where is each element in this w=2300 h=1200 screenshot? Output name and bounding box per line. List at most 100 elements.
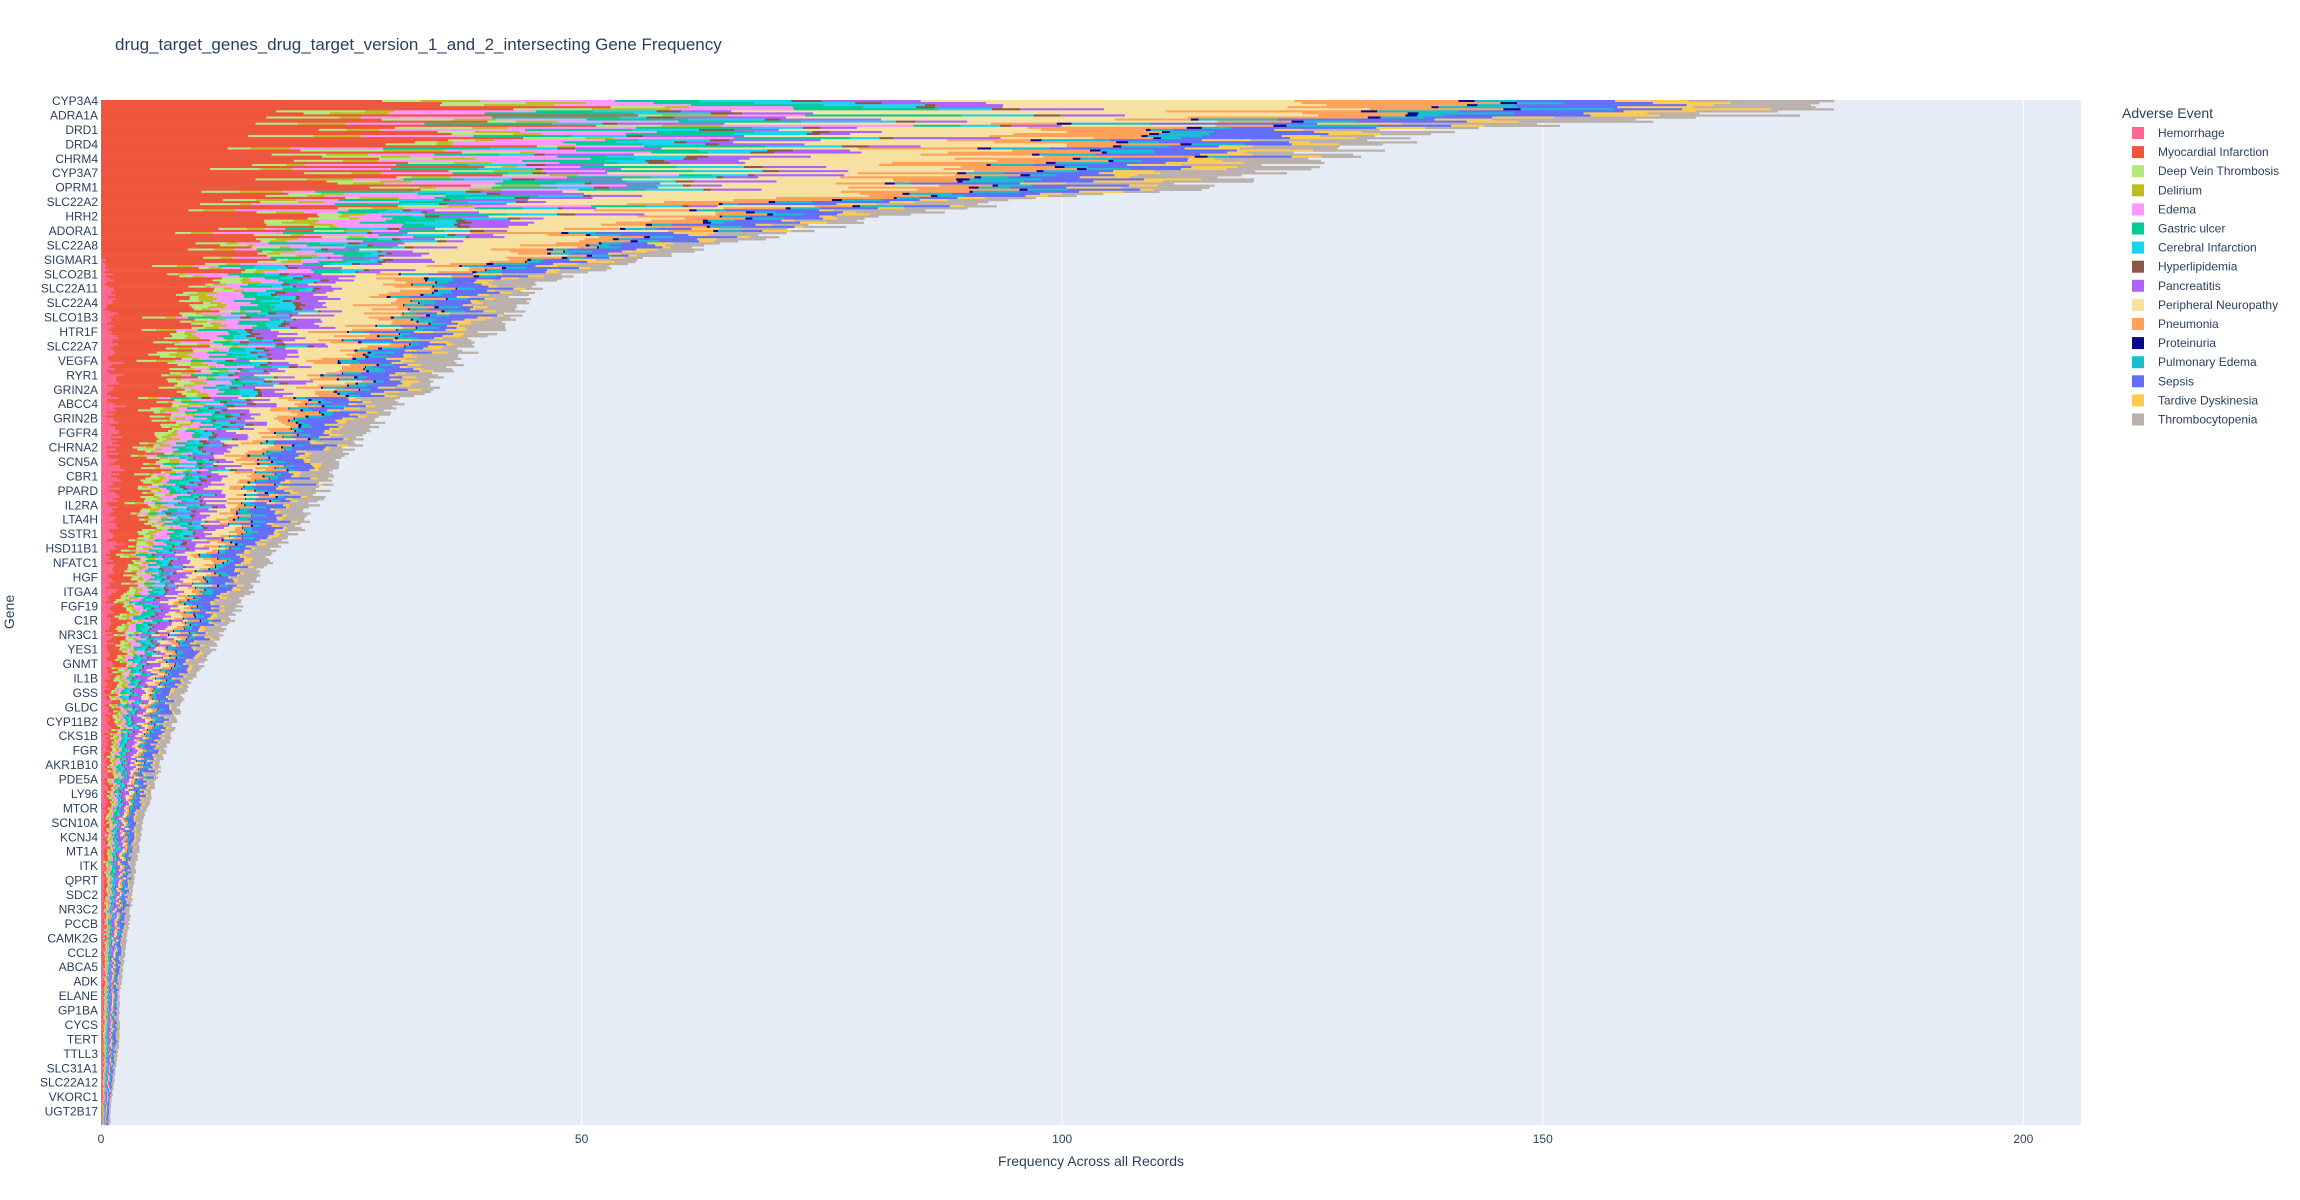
bar-segment <box>124 687 128 691</box>
bar-segment <box>207 617 214 620</box>
bar-segment <box>140 660 142 664</box>
bar-segment <box>117 731 121 734</box>
bar-segment <box>1161 130 1170 134</box>
bar-segment <box>119 660 123 664</box>
bar-segment <box>120 679 125 682</box>
bar-segment <box>158 683 160 686</box>
bar-segment <box>225 495 260 499</box>
bar-segment <box>274 502 309 505</box>
bar-segment <box>273 417 294 420</box>
bar-segment <box>126 747 128 750</box>
bar-segment <box>273 491 291 495</box>
bar-segment <box>136 712 144 715</box>
bar-segment <box>142 646 148 649</box>
bar-segment <box>191 231 214 235</box>
bar-segment <box>348 399 362 402</box>
bar-segment <box>879 137 893 140</box>
bar-segment <box>239 388 254 391</box>
bar-segment <box>101 619 110 622</box>
bar-segment <box>620 227 626 231</box>
bar-segment <box>214 432 237 435</box>
bar-segment <box>330 262 352 266</box>
bar-segment <box>206 502 227 505</box>
bar-segment <box>143 702 149 705</box>
bar-segment <box>101 190 202 194</box>
bar-segment <box>1188 157 1215 161</box>
bar-segment <box>255 479 268 482</box>
bar-segment <box>190 421 194 424</box>
bar-segment <box>242 384 245 387</box>
bar-segment <box>345 196 360 200</box>
bar-segment <box>101 522 117 526</box>
bar-segment <box>151 693 156 697</box>
bar-segment <box>101 219 264 222</box>
bar-segment <box>155 658 162 662</box>
bar-segment <box>311 399 324 402</box>
bar-segment <box>292 168 391 171</box>
bar-segment <box>342 368 364 371</box>
bar-segment <box>116 691 121 695</box>
bar-segment <box>282 514 287 517</box>
bar-segment <box>192 555 200 559</box>
bar-segment <box>239 190 283 194</box>
bar-segment <box>213 462 242 466</box>
bar-segment <box>101 337 119 340</box>
bar-segment <box>152 710 157 713</box>
bar-segment <box>394 110 536 113</box>
bar-segment <box>145 648 148 651</box>
bar-segment <box>814 205 853 208</box>
bar-segment <box>119 495 141 499</box>
bar-segment <box>248 277 265 280</box>
bar-segment <box>892 137 1001 140</box>
bar-segment <box>247 438 296 441</box>
bar-segment <box>439 215 489 218</box>
bar-segment <box>407 366 447 369</box>
bar-segment <box>1356 120 1467 123</box>
bar-segment <box>113 570 125 573</box>
bar-segment <box>189 481 195 484</box>
bar-segment <box>159 634 168 637</box>
bar-segment <box>101 460 115 464</box>
bar-segment <box>354 279 395 282</box>
bar-segment <box>333 223 403 227</box>
bar-segment <box>101 673 112 676</box>
bar-segment <box>311 409 328 412</box>
bar-segment <box>257 260 282 264</box>
bar-segment <box>423 304 463 307</box>
bar-segment <box>162 547 175 550</box>
bar-segment <box>212 359 226 363</box>
bar-segment <box>1317 122 1401 125</box>
bar-segment <box>149 687 154 691</box>
bar-segment <box>138 638 147 641</box>
bar-segment <box>1045 161 1056 165</box>
bar-segment <box>113 287 215 290</box>
bar-segment <box>203 458 209 462</box>
bar-segment <box>168 479 189 482</box>
bar-segment <box>723 207 786 210</box>
bar-segment <box>149 570 162 573</box>
bar-segment <box>967 120 1218 123</box>
bar-segment <box>112 751 115 754</box>
bar-segment <box>474 207 524 210</box>
bar-segment <box>461 335 488 338</box>
bar-segment <box>141 724 149 728</box>
bar-segment <box>261 442 273 445</box>
bar-segment <box>354 390 385 394</box>
bar-segment <box>1000 124 1012 128</box>
bar-segment <box>1380 116 1425 119</box>
bar-segment <box>419 343 447 346</box>
bar-segment <box>536 145 558 148</box>
bar-segment <box>112 498 146 501</box>
bar-segment <box>148 531 157 534</box>
bar-segment <box>421 254 568 257</box>
bar-segment <box>411 353 459 356</box>
bar-segment <box>110 731 118 734</box>
bar-segment <box>531 258 544 262</box>
bar-segment <box>197 652 204 655</box>
bar-segment <box>860 205 904 208</box>
bar-segment <box>120 549 130 552</box>
bar-segment <box>339 378 357 381</box>
bar-segment <box>298 351 356 354</box>
bar-segment <box>200 522 220 526</box>
bar-segment <box>288 399 309 402</box>
